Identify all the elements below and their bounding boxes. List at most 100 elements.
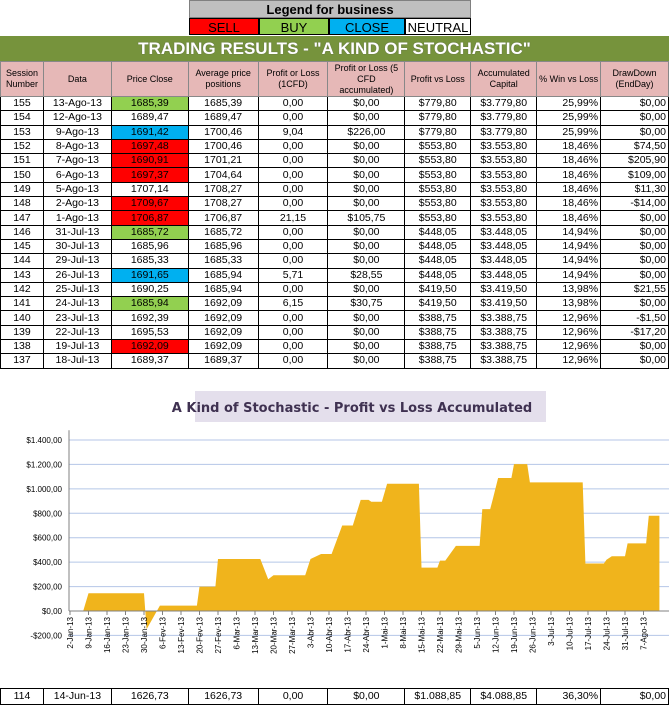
cell-profit-loss-5cfd[interactable]: $0,00 — [327, 153, 406, 169]
cell-price-close[interactable]: 1706,87 — [110, 210, 189, 226]
cell-accumulated-capital[interactable]: $3.553,80 — [470, 153, 538, 169]
cell-date[interactable]: 7-Ago-13 — [42, 153, 112, 169]
cell-price-close[interactable]: 1626,73 — [110, 688, 189, 705]
cell-date[interactable]: 30-Jul-13 — [42, 238, 112, 255]
cell-win-vs-loss[interactable]: 14,94% — [536, 253, 602, 269]
cell-drawdown[interactable]: $109,00 — [600, 167, 669, 183]
cell-profit-vs-loss[interactable]: $553,80 — [404, 196, 472, 212]
cell-drawdown[interactable]: $0,00 — [600, 296, 669, 312]
cell-price-close[interactable]: 1690,25 — [110, 281, 189, 298]
cell-profit-loss-1cfd[interactable]: 0,00 — [257, 153, 329, 169]
cell-drawdown[interactable]: $0,00 — [600, 238, 669, 255]
cell-win-vs-loss[interactable]: 36,30% — [536, 688, 602, 705]
cell-profit-vs-loss[interactable]: $1.088,85 — [404, 688, 472, 705]
cell-profit-loss-1cfd[interactable]: 21,15 — [257, 210, 329, 226]
cell-session-number[interactable]: 142 — [0, 281, 44, 298]
cell-average-price[interactable]: 1692,09 — [187, 310, 259, 326]
cell-average-price[interactable]: 1701,21 — [187, 153, 259, 169]
cell-average-price[interactable]: 1708,27 — [187, 181, 259, 198]
cell-drawdown[interactable]: $0,00 — [600, 95, 669, 112]
cell-drawdown[interactable]: $74,50 — [600, 138, 669, 155]
cell-price-close[interactable]: 1692,39 — [110, 310, 189, 326]
cell-price-close[interactable]: 1691,65 — [110, 267, 189, 283]
cell-drawdown[interactable]: -$14,00 — [600, 196, 669, 212]
cell-profit-loss-5cfd[interactable]: $0,00 — [327, 95, 406, 112]
cell-profit-vs-loss[interactable]: $388,75 — [404, 339, 472, 355]
cell-date[interactable]: 26-Jul-13 — [42, 267, 112, 283]
cell-profit-loss-1cfd[interactable]: 0,00 — [257, 224, 329, 240]
cell-average-price[interactable]: 1700,46 — [187, 124, 259, 140]
cell-profit-loss-1cfd[interactable]: 0,00 — [257, 310, 329, 326]
cell-price-close[interactable]: 1685,94 — [110, 296, 189, 312]
cell-profit-loss-5cfd[interactable]: $0,00 — [327, 167, 406, 183]
cell-profit-vs-loss[interactable]: $553,80 — [404, 210, 472, 226]
cell-price-close[interactable]: 1685,33 — [110, 253, 189, 269]
cell-session-number[interactable]: 154 — [0, 110, 44, 126]
cell-profit-loss-5cfd[interactable]: $0,00 — [327, 138, 406, 155]
cell-accumulated-capital[interactable]: $3.553,80 — [470, 196, 538, 212]
cell-profit-loss-5cfd[interactable]: $0,00 — [327, 196, 406, 212]
cell-profit-loss-1cfd[interactable]: 0,00 — [257, 181, 329, 198]
cell-average-price[interactable]: 1685,96 — [187, 238, 259, 255]
cell-accumulated-capital[interactable]: $3.448,05 — [470, 238, 538, 255]
cell-session-number[interactable]: 146 — [0, 224, 44, 240]
cell-average-price[interactable]: 1626,73 — [187, 688, 259, 705]
cell-average-price[interactable]: 1692,09 — [187, 296, 259, 312]
cell-profit-loss-1cfd[interactable]: 6,15 — [257, 296, 329, 312]
cell-drawdown[interactable]: $0,00 — [600, 688, 669, 705]
cell-profit-loss-5cfd[interactable]: $0,00 — [327, 688, 406, 705]
cell-win-vs-loss[interactable]: 13,98% — [536, 281, 602, 298]
cell-drawdown[interactable]: -$17,20 — [600, 324, 669, 341]
cell-average-price[interactable]: 1685,72 — [187, 224, 259, 240]
cell-date[interactable]: 13-Ago-13 — [42, 95, 112, 112]
cell-session-number[interactable]: 150 — [0, 167, 44, 183]
cell-accumulated-capital[interactable]: $3.553,80 — [470, 210, 538, 226]
cell-profit-loss-1cfd[interactable]: 0,00 — [257, 167, 329, 183]
cell-profit-loss-5cfd[interactable]: $28,55 — [327, 267, 406, 283]
cell-win-vs-loss[interactable]: 25,99% — [536, 110, 602, 126]
cell-accumulated-capital[interactable]: $3.448,05 — [470, 253, 538, 269]
cell-profit-vs-loss[interactable]: $419,50 — [404, 281, 472, 298]
cell-profit-vs-loss[interactable]: $553,80 — [404, 153, 472, 169]
cell-average-price[interactable]: 1685,33 — [187, 253, 259, 269]
cell-session-number[interactable]: 152 — [0, 138, 44, 155]
cell-average-price[interactable]: 1704,64 — [187, 167, 259, 183]
cell-price-close[interactable]: 1689,37 — [110, 353, 189, 369]
cell-win-vs-loss[interactable]: 14,94% — [536, 224, 602, 240]
cell-price-close[interactable]: 1707,14 — [110, 181, 189, 198]
cell-profit-vs-loss[interactable]: $779,80 — [404, 95, 472, 112]
cell-accumulated-capital[interactable]: $3.779,80 — [470, 124, 538, 140]
cell-drawdown[interactable]: $0,00 — [600, 124, 669, 140]
cell-drawdown[interactable]: $11,30 — [600, 181, 669, 198]
cell-average-price[interactable]: 1689,37 — [187, 353, 259, 369]
cell-average-price[interactable]: 1706,87 — [187, 210, 259, 226]
cell-average-price[interactable]: 1685,94 — [187, 281, 259, 298]
cell-profit-loss-5cfd[interactable]: $0,00 — [327, 353, 406, 369]
cell-profit-loss-5cfd[interactable]: $0,00 — [327, 324, 406, 341]
cell-win-vs-loss[interactable]: 12,96% — [536, 339, 602, 355]
cell-accumulated-capital[interactable]: $3.779,80 — [470, 110, 538, 126]
cell-drawdown[interactable]: $0,00 — [600, 224, 669, 240]
cell-win-vs-loss[interactable]: 14,94% — [536, 267, 602, 283]
cell-accumulated-capital[interactable]: $3.388,75 — [470, 353, 538, 369]
cell-accumulated-capital[interactable]: $3.553,80 — [470, 181, 538, 198]
cell-accumulated-capital[interactable]: $3.388,75 — [470, 339, 538, 355]
cell-profit-loss-1cfd[interactable]: 0,00 — [257, 281, 329, 298]
cell-drawdown[interactable]: $21,55 — [600, 281, 669, 298]
cell-drawdown[interactable]: $205,90 — [600, 153, 669, 169]
cell-price-close[interactable]: 1709,67 — [110, 196, 189, 212]
cell-win-vs-loss[interactable]: 13,98% — [536, 296, 602, 312]
cell-date[interactable]: 31-Jul-13 — [42, 224, 112, 240]
cell-date[interactable]: 18-Jul-13 — [42, 353, 112, 369]
cell-win-vs-loss[interactable]: 12,96% — [536, 324, 602, 341]
cell-date[interactable]: 6-Ago-13 — [42, 167, 112, 183]
cell-profit-vs-loss[interactable]: $553,80 — [404, 181, 472, 198]
cell-accumulated-capital[interactable]: $3.419,50 — [470, 296, 538, 312]
cell-profit-vs-loss[interactable]: $388,75 — [404, 310, 472, 326]
cell-date[interactable]: 5-Ago-13 — [42, 181, 112, 198]
cell-accumulated-capital[interactable]: $3.448,05 — [470, 224, 538, 240]
cell-drawdown[interactable]: $0,00 — [600, 210, 669, 226]
cell-profit-loss-1cfd[interactable]: 0,00 — [257, 688, 329, 705]
cell-date[interactable]: 24-Jul-13 — [42, 296, 112, 312]
cell-drawdown[interactable]: $0,00 — [600, 353, 669, 369]
